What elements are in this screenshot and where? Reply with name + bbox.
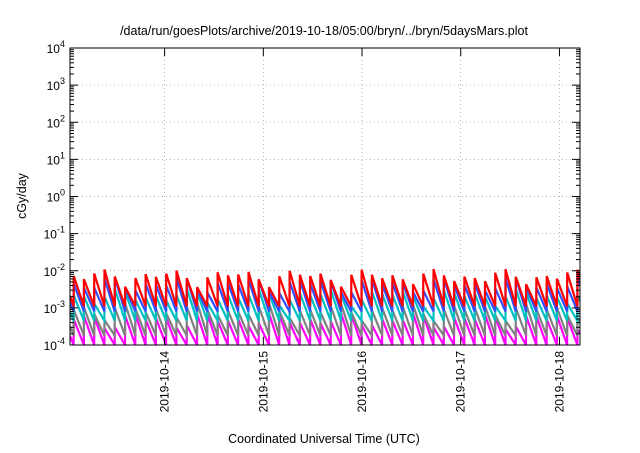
y-tick-label: 102 [47,113,65,130]
y-tick-label: 104 [47,39,65,56]
series-line [70,268,580,307]
x-tick-label: 2019-10-14 [158,351,172,413]
chart-title: /data/run/goesPlots/archive/2019-10-18/0… [120,24,528,38]
y-axis-label: cGy/day [15,172,29,219]
data-series [70,268,580,345]
x-tick-label: 2019-10-17 [454,351,468,413]
series-line [70,287,580,325]
y-tick-label: 10-3 [44,299,65,316]
y-tick-label: 100 [47,188,65,205]
x-tick-label: 2019-10-16 [355,351,369,413]
y-tick-label: 10-1 [44,225,65,242]
series-line [70,277,580,316]
axis-ticks: 10-4 10-3 10-2 10-1 100 101 102 103 104 2019-10-1… [44,39,580,412]
y-tick-label: 10-2 [44,262,65,279]
x-axis-label: Coordinated Universal Time (UTC) [228,432,420,446]
x-tick-label: 2019-10-18 [552,351,566,413]
plot-frame [69,47,581,346]
y-tick-label: 101 [47,150,65,167]
x-tick-label: 2019-10-15 [256,351,270,413]
y-tick-label: 103 [47,76,65,93]
y-tick-label: 10-4 [44,336,65,353]
grid [70,48,580,345]
series-line [70,302,580,340]
series-line [70,312,580,345]
